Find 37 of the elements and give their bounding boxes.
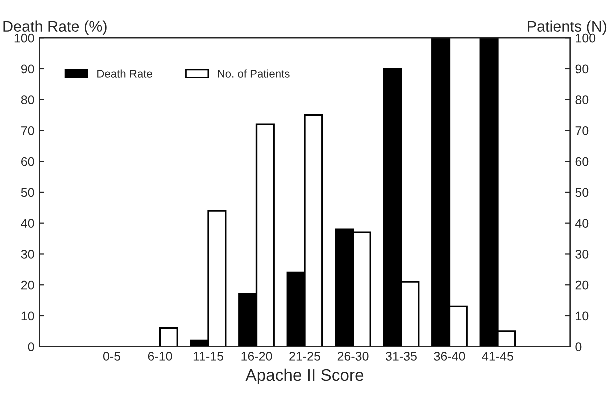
y2-tick-label: 50 bbox=[576, 188, 589, 198]
y2-tick-label: 30 bbox=[576, 250, 589, 259]
y2-tick-label: 90 bbox=[576, 64, 589, 74]
x-tick-label: 16-20 bbox=[242, 352, 272, 361]
y-axis-title: Death Rate (%) bbox=[4, 20, 107, 35]
y2-tick-label: 40 bbox=[576, 219, 589, 228]
y2-tick-label: 80 bbox=[576, 96, 589, 104]
x-tick-label: 36-40 bbox=[434, 352, 466, 361]
y-tick-label: 100 bbox=[14, 34, 34, 43]
y2-tick-label: 60 bbox=[576, 157, 589, 166]
y2-tick-label: 10 bbox=[576, 312, 589, 321]
x-tick-label: 0-5 bbox=[103, 352, 121, 361]
legend-label: Death Rate bbox=[98, 70, 152, 78]
x-axis-title: Apache II Score bbox=[246, 368, 364, 384]
y-tick-label: 0 bbox=[28, 342, 34, 352]
y-tick-label: 90 bbox=[21, 64, 34, 74]
y2-axis-title: Patients (N) bbox=[528, 20, 607, 35]
bar bbox=[159, 328, 178, 347]
y-tick-label: 70 bbox=[22, 126, 34, 136]
y-tick-label: 50 bbox=[21, 188, 34, 198]
y2-tick-label: 20 bbox=[576, 280, 589, 290]
y-tick-label: 10 bbox=[22, 312, 34, 321]
y2-tick-label: 100 bbox=[576, 34, 596, 43]
y-tick-label: 30 bbox=[21, 250, 34, 259]
y-tick-label: 80 bbox=[21, 96, 34, 104]
x-tick-label: 21-25 bbox=[290, 352, 320, 361]
y2-tick-label: 70 bbox=[576, 126, 589, 136]
legend-label: No. of Patients bbox=[218, 70, 290, 78]
y-tick-label: 60 bbox=[22, 157, 34, 166]
x-tick-label: 31-35 bbox=[386, 352, 417, 361]
x-tick-label: 41-45 bbox=[482, 352, 514, 361]
x-tick-label: 26-30 bbox=[338, 352, 369, 361]
y-tick-label: 40 bbox=[21, 219, 34, 228]
x-tick-label: 6-10 bbox=[148, 352, 172, 361]
y2-tick-label: 0 bbox=[576, 342, 582, 352]
y-tick-label: 20 bbox=[22, 280, 34, 290]
x-tick-label: 11-15 bbox=[194, 352, 224, 361]
